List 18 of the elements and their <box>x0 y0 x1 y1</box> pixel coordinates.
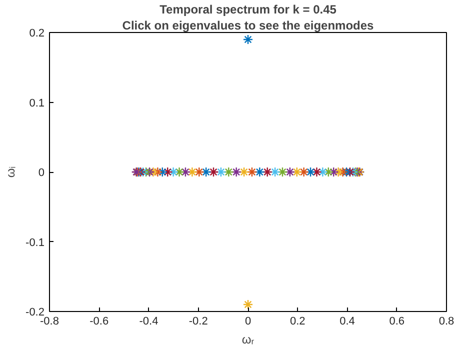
x-tick-label: 0.2 <box>290 316 306 328</box>
y-axis-title: ωᵢ <box>4 166 18 178</box>
x-tick-label: -0.2 <box>188 316 208 328</box>
y-tick-label: 0.1 <box>29 97 45 110</box>
x-axis-title: ωᵣ <box>242 332 254 346</box>
y-tick-label: 0.2 <box>29 28 45 40</box>
x-tick-label: 0.4 <box>340 316 355 328</box>
y-tick-label: -0.2 <box>26 306 45 318</box>
x-tick-label: 0.6 <box>389 316 405 328</box>
x-tick-label: -0.4 <box>139 316 158 328</box>
y-tick-label: -0.1 <box>26 236 45 249</box>
chart-title: Temporal spectrum for k = 0.45 <box>160 2 337 16</box>
x-tick-label: 0 <box>244 316 252 328</box>
x-tick-label: -0.8 <box>40 316 59 328</box>
x-tick-label: 0.8 <box>438 316 454 328</box>
chart-subtitle: Click on eigenvalues to see the eigenmodes <box>122 18 374 32</box>
y-tick-label: 0 <box>38 167 45 179</box>
x-tick-label: -0.6 <box>90 316 109 328</box>
